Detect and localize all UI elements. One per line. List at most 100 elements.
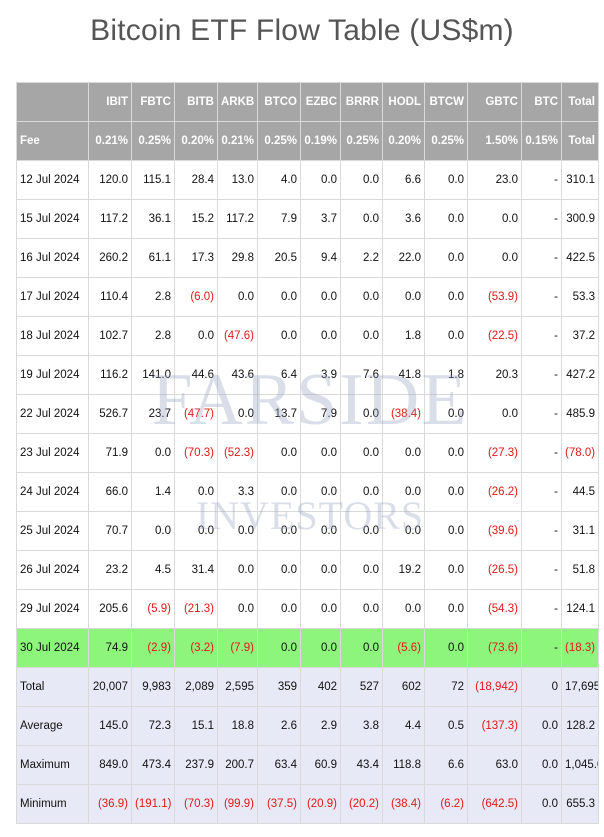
- table-row: 15 Jul 2024 117.2 36.1 15.2 117.2 7.9 3.7 0.0 3.…: [16, 199, 599, 239]
- row-label: Maximum: [16, 745, 89, 785]
- cell-brrr: 0.0: [340, 394, 383, 434]
- cell-bitb: (70.3): [174, 433, 218, 473]
- cell-brrr: 0.0: [340, 433, 383, 473]
- cell-btc: 0.0: [521, 784, 562, 824]
- table-row: 18 Jul 2024 102.7 2.8 0.0 (47.6) 0.0 0.0 0.0 1.8…: [16, 316, 599, 356]
- fee-fbtc: 0.25%: [131, 121, 175, 161]
- etf-flow-table-container: IBIT FBTC BITB ARKB BTCO EZBC BRRR HODL BTCW GBTC…: [16, 82, 599, 824]
- cell-ibit: 102.7: [88, 316, 132, 356]
- cell-btc: -: [521, 238, 562, 278]
- column-header-hodl: HODL: [382, 82, 425, 122]
- summary-row-total: Total 20,007 9,983 2,089 2,595 359 402 527 602 72…: [16, 667, 599, 707]
- cell-btcw: 0.0: [424, 316, 468, 356]
- cell-gbtc: (54.3): [467, 589, 522, 629]
- cell-bitb: (21.3): [174, 589, 218, 629]
- row-label: Average: [16, 706, 89, 746]
- row-label: 15 Jul 2024: [16, 199, 89, 239]
- column-header-total: Total: [561, 82, 599, 122]
- cell-gbtc: (18,942): [467, 667, 522, 707]
- cell-arkb: (52.3): [217, 433, 258, 473]
- table-row: 19 Jul 2024 116.2 141.0 44.6 43.6 6.4 3.9 7.6 41…: [16, 355, 599, 395]
- cell-ibit: 23.2: [88, 550, 132, 590]
- cell-fbtc: 2.8: [131, 316, 175, 356]
- cell-btcw: 0.0: [424, 511, 468, 551]
- cell-gbtc: (26.5): [467, 550, 522, 590]
- fee-btco: 0.25%: [257, 121, 301, 161]
- cell-ibit: 260.2: [88, 238, 132, 278]
- row-label: Minimum: [16, 784, 89, 824]
- cell-btcw: 0.0: [424, 199, 468, 239]
- cell-arkb: 13.0: [217, 160, 258, 200]
- cell-brrr: 0.0: [340, 199, 383, 239]
- cell-gbtc: 0.0: [467, 394, 522, 434]
- row-label: 19 Jul 2024: [16, 355, 89, 395]
- fee-hodl: 0.20%: [382, 121, 425, 161]
- cell-hodl: 4.4: [382, 706, 425, 746]
- cell-brrr: 0.0: [340, 589, 383, 629]
- cell-hodl: 0.0: [382, 277, 425, 317]
- cell-arkb: 18.8: [217, 706, 258, 746]
- cell-arkb: 0.0: [217, 394, 258, 434]
- cell-btcw: 0.0: [424, 238, 468, 278]
- cell-gbtc: 23.0: [467, 160, 522, 200]
- cell-ibit: 74.9: [88, 628, 132, 668]
- cell-btco: 63.4: [257, 745, 301, 785]
- cell-arkb: 0.0: [217, 511, 258, 551]
- cell-fbtc: 0.0: [131, 433, 175, 473]
- cell-btc: -: [521, 355, 562, 395]
- fee-brrr: 0.25%: [340, 121, 383, 161]
- column-header-arkb: ARKB: [217, 82, 258, 122]
- cell-total: 427.2: [561, 355, 599, 395]
- cell-brrr: 2.2: [340, 238, 383, 278]
- cell-ibit: 71.9: [88, 433, 132, 473]
- cell-btco: 0.0: [257, 433, 301, 473]
- cell-total: 1,045.0: [561, 745, 599, 785]
- cell-total: 53.3: [561, 277, 599, 317]
- table-row: 29 Jul 2024 205.6 (5.9) (21.3) 0.0 0.0 0.0 0.0 0…: [16, 589, 599, 629]
- cell-ezbc: 402: [300, 667, 341, 707]
- cell-btc: 0: [521, 667, 562, 707]
- table-body: 12 Jul 2024 120.0 115.1 28.4 13.0 4.0 0.0 0.0 6.…: [16, 160, 599, 824]
- cell-gbtc: 0.0: [467, 238, 522, 278]
- cell-brrr: 0.0: [340, 316, 383, 356]
- cell-ezbc: (20.9): [300, 784, 341, 824]
- cell-brrr: 0.0: [340, 511, 383, 551]
- cell-btc: 0.0: [521, 745, 562, 785]
- cell-bitb: (47.7): [174, 394, 218, 434]
- cell-hodl: 1.8: [382, 316, 425, 356]
- table-row: 25 Jul 2024 70.7 0.0 0.0 0.0 0.0 0.0 0.0 0.0 0.0(…: [16, 511, 599, 551]
- cell-fbtc: 72.3: [131, 706, 175, 746]
- header-corner: [16, 82, 89, 122]
- column-header-btcw: BTCW: [424, 82, 468, 122]
- cell-ezbc: 3.9: [300, 355, 341, 395]
- table-row: 30 Jul 2024 74.9 (2.9) (3.2) (7.9) 0.0 0.0 0.0(…: [16, 628, 599, 668]
- cell-ezbc: 0.0: [300, 550, 341, 590]
- cell-total: 17,695: [561, 667, 599, 707]
- row-label: 24 Jul 2024: [16, 472, 89, 512]
- cell-gbtc: 63.0: [467, 745, 522, 785]
- cell-btcw: 0.0: [424, 628, 468, 668]
- cell-total: 31.1: [561, 511, 599, 551]
- cell-hodl: 0.0: [382, 433, 425, 473]
- cell-bitb: 2,089: [174, 667, 218, 707]
- cell-gbtc: 0.0: [467, 199, 522, 239]
- cell-total: 51.8: [561, 550, 599, 590]
- cell-gbtc: (53.9): [467, 277, 522, 317]
- fee-bitb: 0.20%: [174, 121, 218, 161]
- cell-bitb: 31.4: [174, 550, 218, 590]
- cell-btc: -: [521, 472, 562, 512]
- cell-bitb: (6.0): [174, 277, 218, 317]
- cell-btcw: 0.0: [424, 472, 468, 512]
- cell-brrr: 3.8: [340, 706, 383, 746]
- cell-fbtc: 23.7: [131, 394, 175, 434]
- cell-bitb: 17.3: [174, 238, 218, 278]
- header-row: IBIT FBTC BITB ARKB BTCO EZBC BRRR HODL BTCW GBTC…: [16, 82, 599, 122]
- cell-arkb: (7.9): [217, 628, 258, 668]
- cell-btco: 6.4: [257, 355, 301, 395]
- cell-arkb: (47.6): [217, 316, 258, 356]
- cell-arkb: 3.3: [217, 472, 258, 512]
- cell-fbtc: 9,983: [131, 667, 175, 707]
- cell-btc: -: [521, 394, 562, 434]
- cell-brrr: 0.0: [340, 472, 383, 512]
- cell-bitb: 237.9: [174, 745, 218, 785]
